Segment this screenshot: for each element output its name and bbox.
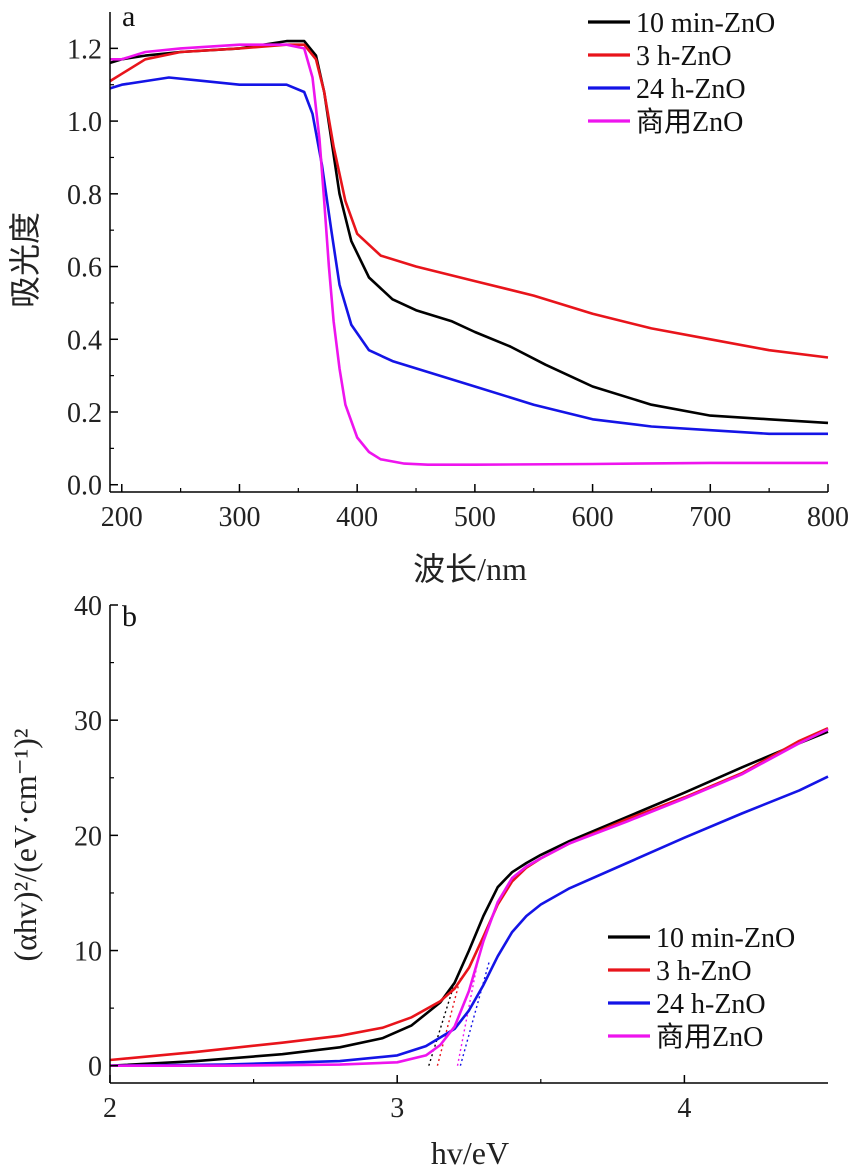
panel-b-label: b — [122, 600, 137, 633]
tangent-line — [428, 982, 456, 1066]
legend-label: 10 min-ZnO — [636, 8, 775, 39]
y-tick-label: 0.4 — [67, 325, 102, 356]
series-line-zno — [110, 43, 828, 467]
x-tick-label: 800 — [807, 502, 849, 533]
panel-a-ticks: 200 300 400 500 600 700 800 0.0 0.2 0.4 0.6 0.8 1.0 1… — [67, 34, 849, 533]
y-tick-label: 1.0 — [67, 107, 102, 138]
tangent-line — [436, 978, 462, 1066]
legend-label: 商用ZnO — [656, 1021, 763, 1053]
x-tick-label: 200 — [101, 502, 143, 533]
y-tick-label: 10 — [74, 937, 102, 968]
legend-label: 3 h-ZnO — [656, 956, 752, 987]
series-line-zno — [110, 728, 829, 1067]
y-tick-label: 20 — [74, 821, 102, 852]
panel-a: a 200 300 400 500 600 700 800 0.0 0.2 0.4 0.6 0.8 1.… — [7, 0, 849, 587]
x-tick-label: 600 — [572, 502, 614, 533]
panel-b-x-label: hv/eV — [431, 1135, 509, 1171]
series-line-3-h-zno — [109, 43, 829, 359]
y-tick-label: 1.2 — [67, 34, 102, 65]
legend-label: 24 h-ZnO — [656, 989, 766, 1020]
y-tick-label: 0.6 — [67, 253, 102, 284]
x-tick-label: 4 — [677, 1093, 691, 1124]
y-tick-label: 40 — [74, 591, 102, 622]
legend-label: 商用ZnO — [636, 106, 743, 138]
x-tick-label: 2 — [103, 1093, 117, 1124]
legend-label: 3 h-ZnO — [636, 41, 732, 72]
legend-label: 10 min-ZnO — [656, 923, 795, 954]
panel-b-y-label: (αhv)²/(eV·cm⁻¹)² — [7, 728, 43, 961]
legend-label: 24 h-ZnO — [636, 74, 746, 105]
x-tick-label: 700 — [689, 502, 731, 533]
x-tick-label: 300 — [218, 502, 260, 533]
x-tick-label: 3 — [390, 1093, 404, 1124]
x-tick-label: 400 — [336, 502, 378, 533]
series-line-10-min-zno — [109, 730, 829, 1067]
y-tick-label: 0 — [88, 1052, 102, 1083]
panel-a-y-label: 吸光度 — [7, 212, 43, 308]
series-line-24-h-zno — [109, 775, 829, 1067]
panel-a-x-label: 波长/nm — [413, 551, 527, 587]
series-line-24-h-zno — [109, 76, 828, 436]
x-tick-label: 500 — [454, 502, 496, 533]
panel-a-series — [109, 39, 829, 467]
panel-a-label: a — [122, 0, 135, 33]
panel-b-series — [109, 727, 829, 1067]
y-tick-label: 0.8 — [67, 180, 102, 211]
y-tick-label: 30 — [74, 706, 102, 737]
y-tick-label: 0.2 — [67, 398, 102, 429]
y-tick-label: 0.0 — [67, 471, 102, 502]
panel-b-tangent-lines — [428, 961, 490, 1066]
